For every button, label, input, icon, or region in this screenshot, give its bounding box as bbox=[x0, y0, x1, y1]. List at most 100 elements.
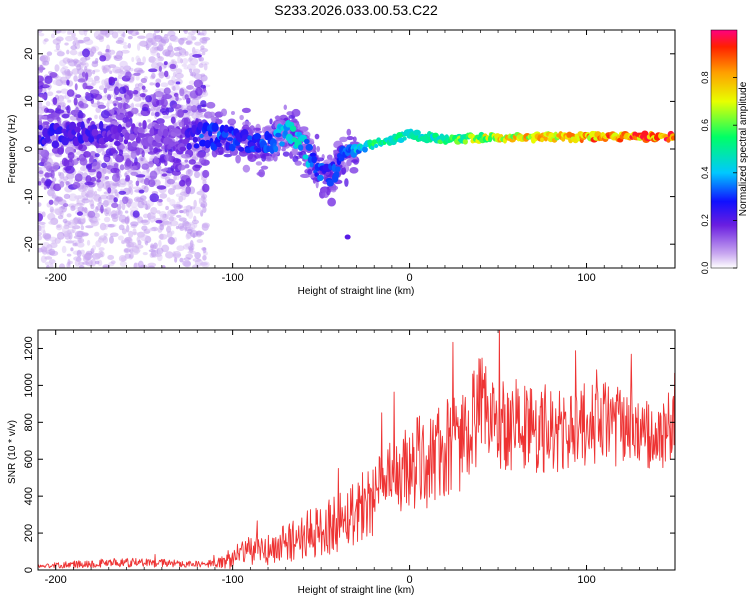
spectrogram-scatter-blob bbox=[51, 147, 61, 154]
spectrogram-background-blob bbox=[68, 178, 74, 184]
spectrogram-background-blob bbox=[183, 205, 192, 210]
spectrogram-background-blob bbox=[99, 194, 109, 200]
spectrogram-scatter-blob bbox=[41, 156, 48, 163]
spectrogram-scatter-blob bbox=[328, 185, 339, 191]
spectrogram-scatter-blob bbox=[124, 111, 134, 118]
spectrogram-scatter-blob bbox=[153, 91, 164, 98]
spectrogram-background-blob bbox=[168, 42, 173, 49]
spectrogram-scatter-blob bbox=[44, 178, 52, 187]
spectrogram-scatter-blob bbox=[169, 63, 177, 70]
spectrogram-scatter-blob bbox=[65, 165, 75, 174]
snr-series-line bbox=[38, 330, 675, 570]
spectrogram-scatter-blob bbox=[283, 104, 288, 110]
spectrogram-background-blob bbox=[142, 251, 148, 256]
spectrogram-background-blob bbox=[179, 257, 184, 263]
spectrogram-scatter-blob bbox=[77, 78, 86, 83]
spectrogram-background-blob bbox=[126, 224, 130, 233]
spectrogram-scatter-blob bbox=[66, 105, 71, 114]
spectrogram-scatter-blob bbox=[43, 161, 52, 169]
spectrogram-ridge-mark bbox=[138, 133, 146, 138]
spectrogram-background-blob bbox=[160, 219, 169, 226]
spectrogram-scatter-blob bbox=[349, 167, 359, 174]
spectrogram-background-blob bbox=[133, 196, 142, 203]
spectrogram-scatter-blob bbox=[158, 65, 162, 72]
spectrogram-ridge-mark bbox=[215, 142, 222, 148]
spectrogram-background-blob bbox=[165, 205, 169, 211]
snr-y-tick-label: 400 bbox=[23, 487, 35, 505]
spectrogram-background-blob bbox=[85, 225, 94, 229]
spectrogram-scatter-blob bbox=[82, 82, 88, 90]
spectrogram-scatter-blob bbox=[66, 79, 70, 86]
spectrogram-background-blob bbox=[103, 216, 111, 223]
spectrogram-background-blob bbox=[51, 193, 57, 197]
spectrogram-background-blob bbox=[61, 245, 67, 254]
spectrogram-background-blob bbox=[167, 79, 175, 86]
spectrogram-background-blob bbox=[175, 68, 183, 74]
spectrogram-scatter-blob bbox=[67, 151, 75, 160]
spectrogram-scatter-blob bbox=[164, 167, 168, 171]
spectrogram-background-blob bbox=[184, 51, 189, 56]
spectrogram-background-blob bbox=[176, 46, 183, 50]
snr-x-axis-label: Height of straight line (km) bbox=[298, 585, 415, 596]
colorbar-tick-label: 0.8 bbox=[700, 71, 710, 84]
spectrogram-background-blob bbox=[189, 240, 194, 248]
spectrogram-background-blob bbox=[107, 99, 113, 104]
spectrogram-scatter-blob bbox=[72, 159, 79, 165]
spectrogram-background-blob bbox=[150, 37, 156, 45]
spectrogram-scatter-blob bbox=[156, 118, 165, 125]
spectrogram-scatter-blob bbox=[200, 100, 207, 108]
spectrogram-background-blob bbox=[67, 229, 75, 234]
spectrogram-background-blob bbox=[40, 246, 48, 253]
spectrogram-background-blob bbox=[123, 236, 133, 244]
spectrogram-scatter-blob bbox=[254, 130, 263, 134]
spectrogram-background-blob bbox=[158, 202, 163, 207]
spectrogram-background-blob bbox=[124, 210, 129, 214]
spectrogram-background-blob bbox=[67, 99, 72, 103]
spectrogram-scatter-blob bbox=[38, 148, 45, 155]
snr-plot-area bbox=[38, 330, 675, 570]
spectrogram-background-blob bbox=[173, 175, 178, 181]
spectrogram-background-blob bbox=[68, 193, 78, 202]
spectrogram-scatter-blob bbox=[333, 149, 337, 154]
spectrogram-scatter-blob bbox=[327, 197, 336, 207]
spectrogram-scatter-blob bbox=[62, 203, 69, 208]
spectrogram-background-blob bbox=[94, 231, 100, 237]
spectrogram-background-blob bbox=[150, 111, 155, 116]
spectrogram-background-blob bbox=[91, 223, 95, 227]
spectrogram-scatter-blob bbox=[65, 180, 70, 186]
spectrogram-scatter-blob bbox=[202, 169, 210, 178]
spectrogram-background-blob bbox=[93, 75, 100, 81]
spectrogram-scatter-blob bbox=[291, 108, 301, 117]
spectrogram-scatter-blob bbox=[87, 164, 92, 169]
spectrogram-scatter-blob bbox=[103, 156, 110, 161]
spectrogram-background-blob bbox=[183, 261, 192, 268]
spectrogram-background-blob bbox=[95, 205, 101, 211]
spectrogram-background-blob bbox=[101, 65, 105, 71]
spectrogram-scatter-blob bbox=[292, 155, 299, 163]
spectrogram-x-tick-label: 100 bbox=[577, 272, 595, 284]
spectrogram-background-blob bbox=[119, 199, 123, 205]
spectrogram-scatter-blob bbox=[100, 204, 104, 214]
spectrogram-ridge-mark bbox=[38, 124, 43, 131]
spectrogram-background-blob bbox=[38, 221, 46, 225]
spectrogram-scatter-blob bbox=[235, 154, 241, 164]
spectrogram-scatter-blob bbox=[38, 170, 44, 175]
spectrogram-background-blob bbox=[83, 62, 89, 68]
spectrogram-scatter-blob bbox=[165, 107, 170, 116]
snr-y-tick-label: 0 bbox=[23, 567, 35, 573]
spectrogram-background-blob bbox=[56, 51, 65, 57]
spectrogram-scatter-blob bbox=[177, 164, 186, 171]
spectrogram-scatter-blob bbox=[166, 178, 176, 185]
spectrogram-scatter-blob bbox=[141, 150, 145, 158]
spectrogram-ridge-mark bbox=[186, 142, 192, 150]
spectrogram-background-blob bbox=[177, 223, 184, 230]
spectrogram-ridge-mark bbox=[211, 122, 219, 132]
spectrogram-scatter-blob bbox=[164, 154, 172, 162]
spectrogram-ridge-mark bbox=[51, 140, 60, 149]
spectrogram-background-blob bbox=[72, 217, 79, 226]
spectrogram-scatter-blob bbox=[85, 72, 89, 81]
spectrogram-x-tick-label: -100 bbox=[222, 272, 244, 284]
spectrogram-background-blob bbox=[172, 85, 176, 92]
spectrogram-background-blob bbox=[69, 49, 78, 56]
